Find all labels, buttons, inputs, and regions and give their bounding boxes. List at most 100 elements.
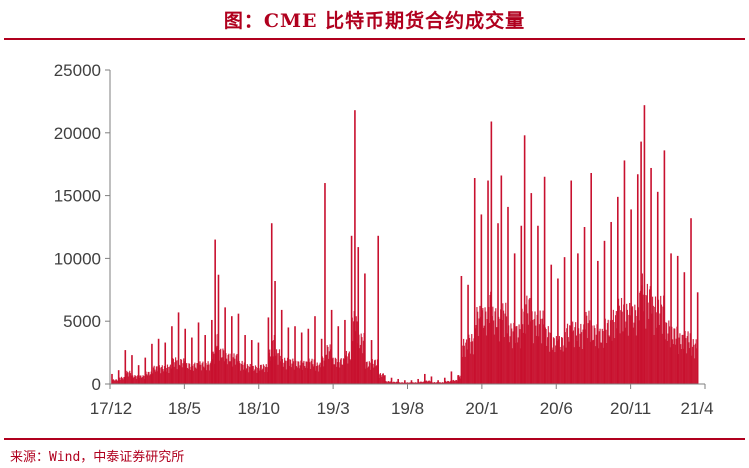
bar-fill: [128, 372, 130, 384]
bar-fill: [641, 273, 644, 384]
y-tick-label: 5000: [63, 312, 101, 331]
bar-fill: [264, 367, 267, 384]
bar-fill: [692, 339, 694, 384]
bar-fill: [200, 364, 202, 384]
bar: [537, 225, 539, 384]
bar: [354, 110, 356, 384]
bar-fill: [200, 370, 203, 384]
bar-fill: [619, 333, 621, 384]
bar-fill: [479, 305, 481, 384]
bar-fill: [612, 309, 614, 384]
bar-fill: [594, 328, 596, 384]
bar-fill: [385, 381, 387, 384]
bar-fill: [132, 377, 135, 384]
bar-fill: [433, 382, 436, 384]
bar-fill: [548, 332, 550, 384]
bar-fill: [544, 327, 546, 384]
bar-fill: [154, 369, 156, 384]
bar-fill: [359, 348, 361, 384]
bar-fill: [678, 337, 680, 384]
bar-fill: [165, 371, 167, 384]
bar-fill: [546, 337, 549, 384]
bar-fill: [571, 331, 573, 384]
bar-fill: [429, 381, 431, 384]
bar-fill: [215, 334, 217, 384]
bar-fill: [323, 366, 325, 384]
bar-fill: [134, 375, 136, 384]
bar-fill: [245, 368, 248, 384]
bar-fill: [189, 363, 191, 384]
bar: [151, 343, 153, 384]
bar-fill: [545, 329, 547, 384]
bar-fill: [681, 334, 683, 384]
bar-fill: [502, 303, 504, 384]
bar-fill: [253, 371, 255, 384]
bar: [390, 377, 393, 384]
bar-fill: [349, 359, 351, 384]
bar-fill: [365, 368, 367, 384]
bar-fill: [382, 373, 384, 384]
bar-fill: [586, 315, 588, 384]
bar: [543, 176, 546, 384]
bar-fill: [386, 382, 388, 384]
bar-fill: [439, 382, 441, 384]
bar-fill: [620, 297, 623, 384]
bar-fill: [273, 340, 275, 384]
bar-fill: [321, 356, 323, 384]
bar-fill: [304, 366, 306, 384]
bar-fill: [419, 382, 421, 384]
bar-fill: [248, 372, 250, 384]
bar-fill: [202, 361, 204, 384]
bar-fill: [465, 342, 467, 384]
bar-fill: [286, 360, 288, 384]
bar-fill: [304, 367, 306, 384]
bar-fill: [654, 306, 656, 384]
bar: [424, 373, 426, 384]
bar-fill: [122, 379, 124, 384]
bar-fill: [522, 332, 524, 384]
bar-fill: [628, 314, 630, 384]
bar-fill: [153, 365, 155, 384]
bar-fill: [602, 331, 604, 384]
bar-fill: [239, 363, 241, 384]
bar-fill: [626, 303, 628, 384]
bar-fill: [578, 346, 580, 384]
bar-fill: [315, 366, 318, 384]
bar-fill: [268, 352, 270, 384]
bar-fill: [388, 381, 390, 384]
bar-fill: [471, 341, 474, 384]
bar-fill: [352, 321, 355, 384]
bar-fill: [309, 362, 311, 384]
bar-fill: [578, 328, 580, 384]
bar-fill: [535, 335, 538, 384]
bar-fill: [624, 327, 626, 384]
bar-fill: [325, 354, 328, 384]
bar-fill: [468, 334, 470, 384]
bar-fill: [533, 319, 535, 384]
bar-fill: [469, 353, 471, 384]
bar-fill: [156, 366, 158, 384]
bar: [603, 240, 606, 384]
bar-fill: [694, 343, 697, 384]
bar-fill: [113, 380, 115, 384]
bar-fill: [169, 366, 171, 384]
bar-fill: [618, 305, 620, 384]
bar: [437, 380, 439, 384]
bar-fill: [547, 326, 549, 384]
bar-fill: [542, 310, 544, 384]
bar-fill: [140, 377, 143, 384]
bar-fill: [491, 316, 493, 384]
bar: [214, 239, 216, 384]
bar: [397, 378, 399, 384]
bar-fill: [186, 367, 189, 384]
bar-fill: [135, 378, 137, 384]
bar: [617, 196, 619, 384]
bar-fill: [657, 299, 660, 384]
bar-fill: [139, 375, 141, 384]
bar-fill: [679, 333, 681, 384]
bar-fill: [587, 323, 589, 384]
bar-fill: [568, 341, 570, 384]
bar-fill: [352, 341, 354, 384]
bar-fill: [152, 373, 154, 384]
bar-fill: [684, 331, 686, 384]
